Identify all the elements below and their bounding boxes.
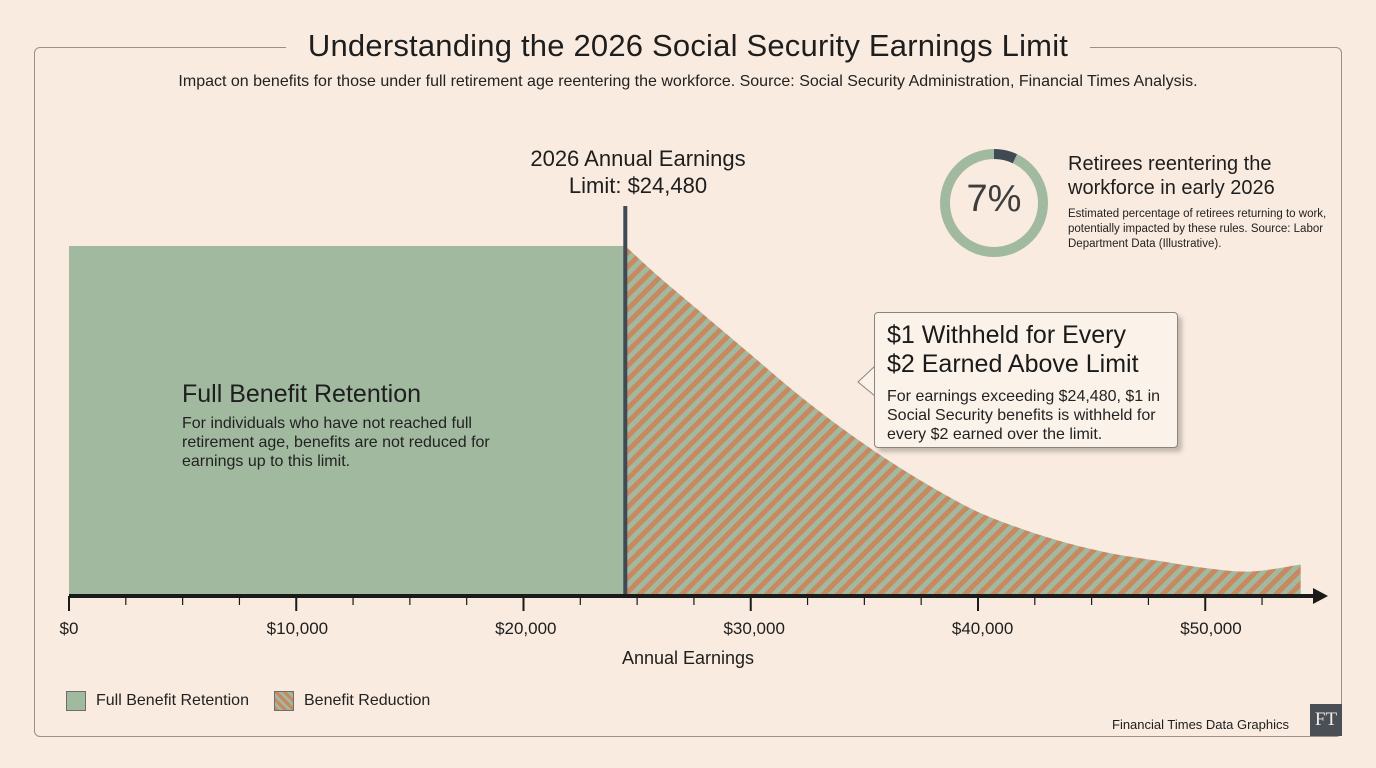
retirees-text: Estimated percentage of retirees returni… bbox=[1068, 208, 1327, 250]
callout-title: $1 Withheld for Every $2 Earned Above Li… bbox=[887, 321, 1165, 379]
donut-value-arc bbox=[993, 149, 1017, 164]
chart-subtitle: Impact on benefits for those under full … bbox=[178, 73, 1198, 90]
x-tick-label-0: $0 bbox=[59, 619, 79, 638]
footer-credit: Financial Times Data Graphics bbox=[1112, 717, 1290, 732]
full-benefit-title: Full Benefit Retention bbox=[182, 380, 422, 408]
x-tick-label-1: $10,000 bbox=[266, 619, 329, 638]
legend-label-reduction: Benefit Reduction bbox=[304, 692, 431, 709]
donut-percent-label: 7% bbox=[966, 178, 1022, 220]
ft-logo: FT bbox=[1310, 704, 1342, 736]
x-axis-arrow bbox=[1313, 588, 1328, 604]
full-benefit-text: For individuals who have not reached ful… bbox=[182, 415, 490, 470]
limit-label-line1: 2026 Annual Earnings bbox=[530, 146, 746, 171]
x-tick-label-4: $40,000 bbox=[951, 619, 1014, 638]
legend-swatch-full bbox=[66, 691, 86, 711]
legend-swatch-reduction bbox=[274, 691, 294, 711]
reduction-callout: $1 Withheld for Every $2 Earned Above Li… bbox=[874, 312, 1178, 448]
full-benefit-area bbox=[69, 246, 626, 596]
x-tick-label-5: $50,000 bbox=[1180, 619, 1242, 638]
title-wrap: Understanding the 2026 Social Security E… bbox=[0, 28, 1376, 64]
legend-label-full: Full Benefit Retention bbox=[96, 692, 249, 709]
limit-label-line2: Limit: $24,480 bbox=[568, 173, 708, 198]
retirees-title: Retirees reentering the workforce in ear… bbox=[1068, 153, 1275, 199]
callout-text: For earnings exceeding $24,480, $1 in So… bbox=[887, 388, 1161, 443]
callout-pointer bbox=[857, 365, 876, 397]
benefit-reduction-area bbox=[625, 246, 1301, 596]
callout-title-line2: $2 Earned Above Limit bbox=[887, 350, 1139, 378]
x-axis-label: Annual Earnings bbox=[621, 648, 755, 668]
x-tick-label-2: $20,000 bbox=[495, 619, 557, 638]
callout-title-line1: $1 Withheld for Every bbox=[887, 321, 1126, 349]
limit-label: 2026 Annual Earnings Limit: $24,480 bbox=[498, 145, 778, 199]
x-tick-label-3: $30,000 bbox=[723, 619, 785, 638]
chart-title: Understanding the 2026 Social Security E… bbox=[285, 28, 1091, 64]
